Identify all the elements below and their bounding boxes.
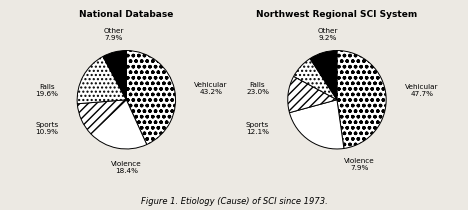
Wedge shape	[103, 51, 126, 100]
Wedge shape	[77, 100, 126, 134]
Wedge shape	[91, 100, 147, 149]
Text: Sports
12.1%: Sports 12.1%	[246, 122, 269, 135]
Wedge shape	[337, 51, 386, 148]
Text: Other
7.9%: Other 7.9%	[104, 28, 124, 41]
Text: Figure 1. Etiology (Cause) of SCI since 1973.: Figure 1. Etiology (Cause) of SCI since …	[140, 197, 328, 206]
Text: Vehicular
47.7%: Vehicular 47.7%	[405, 84, 439, 97]
Text: Other
9.2%: Other 9.2%	[318, 28, 338, 41]
Text: Falls
19.6%: Falls 19.6%	[36, 84, 58, 97]
Text: Falls
23.0%: Falls 23.0%	[246, 82, 269, 95]
Wedge shape	[126, 51, 176, 144]
Wedge shape	[290, 100, 344, 149]
Text: Vehicular
43.2%: Vehicular 43.2%	[194, 82, 228, 95]
Wedge shape	[77, 56, 126, 104]
Wedge shape	[293, 59, 337, 100]
Text: Violence
7.9%: Violence 7.9%	[344, 158, 374, 171]
Title: National Database: National Database	[79, 10, 174, 19]
Text: Violence
18.4%: Violence 18.4%	[111, 161, 142, 174]
Text: Sports
10.9%: Sports 10.9%	[35, 122, 58, 135]
Wedge shape	[310, 51, 337, 100]
Title: Northwest Regional SCI System: Northwest Regional SCI System	[256, 10, 417, 19]
Wedge shape	[288, 76, 337, 113]
